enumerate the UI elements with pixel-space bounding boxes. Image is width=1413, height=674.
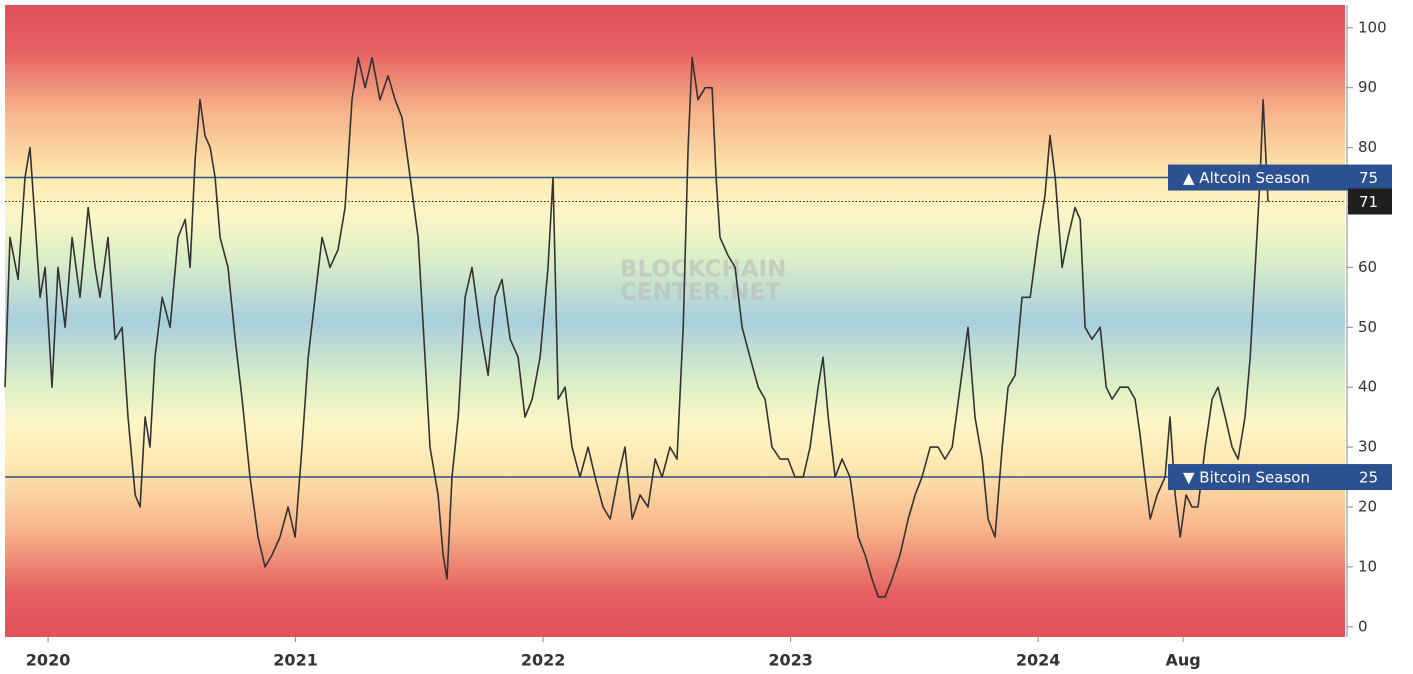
reference-tag xyxy=(1168,164,1392,191)
x-tick-label: 2023 xyxy=(768,651,813,670)
reference-label: ▲ Altcoin Season xyxy=(1183,169,1310,187)
y-tick-label: 90 xyxy=(1358,78,1377,96)
y-tick-label: 30 xyxy=(1358,438,1377,456)
x-tick-label: 2022 xyxy=(521,651,566,670)
x-tick-label: Aug xyxy=(1166,651,1201,670)
y-tick-label: 10 xyxy=(1358,557,1377,575)
reference-tag xyxy=(1168,464,1392,491)
series-line xyxy=(4,56,1269,598)
y-tick-label: 100 xyxy=(1358,18,1387,36)
y-tick-label: 50 xyxy=(1358,318,1377,336)
watermark: CENTER.NET xyxy=(620,280,781,306)
y-tick-label: 60 xyxy=(1358,258,1377,276)
y-tick-label: 20 xyxy=(1358,498,1377,516)
last-value-tag xyxy=(1348,188,1392,215)
plot-background xyxy=(5,5,1345,637)
reference-value: 25 xyxy=(1359,469,1378,487)
y-tick-label: 80 xyxy=(1358,138,1377,156)
x-tick-label: 2020 xyxy=(26,651,71,670)
reference-value: 75 xyxy=(1359,169,1378,187)
y-tick-label: 0 xyxy=(1358,617,1368,635)
reference-label: ▼ Bitcoin Season xyxy=(1183,469,1310,487)
x-tick-label: 2024 xyxy=(1016,651,1061,670)
y-tick-label: 40 xyxy=(1358,378,1377,396)
x-tick-label: 2021 xyxy=(273,651,318,670)
watermark: BLOCKCHAIN xyxy=(620,257,786,283)
last-value-label: 71 xyxy=(1359,193,1378,211)
